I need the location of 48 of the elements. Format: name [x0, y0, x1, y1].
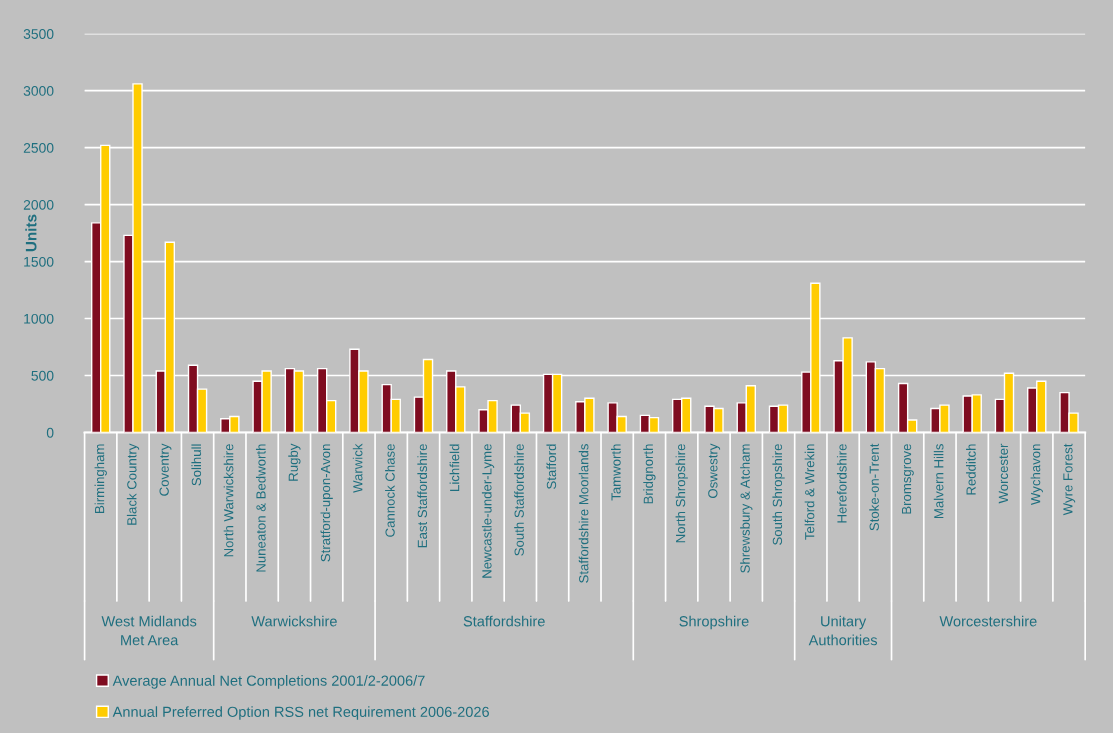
x-tick-label: North Shropshire	[675, 444, 688, 543]
text: Warwickshire	[251, 615, 337, 627]
y-tick-label: 1500	[24, 256, 54, 267]
x-tick-label: Solihull	[191, 444, 202, 486]
text: Shropshire	[679, 615, 749, 630]
x-tick-label: Telford & Wrekin	[804, 444, 815, 540]
x-tick-label: Bridgnorth	[643, 444, 656, 504]
legend-label: Average Annual Net Completions 2001/2-2006/7	[112, 675, 425, 689]
x-tick-label: Herefordshire	[836, 444, 847, 523]
x-tick-label: South Staffordshire	[514, 444, 524, 556]
x-tick-label: Staffordshire Moorlands	[578, 444, 589, 583]
x-tick-label: Coventry	[159, 443, 172, 496]
x-tick-label: Tamworth	[611, 444, 621, 501]
x-tick-label: Stoke-on-Trent	[869, 443, 879, 531]
x-tick-label: South Shropshire	[772, 444, 785, 545]
y-tick-label: 2500	[23, 142, 54, 153]
x-tick-label: Stratford-upon-Avon	[320, 444, 333, 562]
legend-label: Annual Preferred Option RSS net Requirement 2006-2026	[112, 706, 489, 720]
x-tick-label: Redditch	[966, 444, 976, 495]
x-tick-label: North Warwickshire	[223, 444, 234, 557]
x-tick-label: Birmingham	[94, 444, 107, 513]
y-tick-label: 3500	[23, 29, 54, 39]
x-tick-label: Nuneaton & Bedworth	[255, 444, 266, 572]
x-tick-label: Rugby	[288, 443, 301, 481]
y-tick-label: 0	[46, 427, 54, 438]
x-tick-label: Shrewsbury & Atcham	[740, 444, 753, 573]
x-tick-label: Cannock Chase	[385, 444, 395, 537]
x-tick-label: Black Country	[126, 443, 140, 525]
x-tick-label: Stafford	[546, 444, 557, 489]
y-tick-label: 1000	[24, 313, 54, 324]
y-axis-title: Units	[25, 214, 37, 252]
x-tick-label: Bromsgrove	[901, 444, 914, 514]
x-tick-label: Oswestry	[708, 443, 721, 498]
text: Unitary Authorities	[808, 615, 878, 646]
x-tick-label: Lichfield	[449, 444, 460, 491]
x-tick-label: Wyre Forest	[1063, 443, 1076, 516]
text: West Midlands Met Area	[101, 615, 197, 646]
y-tick-label: 3000	[23, 86, 54, 96]
x-tick-label: Warwick	[352, 443, 363, 493]
y-tick-label: 2000	[23, 199, 54, 210]
y-tick-label: 500	[31, 370, 54, 381]
x-tick-label: Malvern Hills	[933, 444, 944, 519]
x-tick-label: Wychavon	[1030, 444, 1043, 505]
x-tick-label: Worcester	[998, 443, 1009, 504]
text: Worcestershire	[939, 615, 1037, 627]
text: Staffordshire	[463, 615, 545, 627]
x-tick-label: East Staffordshire	[417, 444, 428, 548]
x-tick-label: Newcastle-under-Lyme	[481, 444, 495, 578]
